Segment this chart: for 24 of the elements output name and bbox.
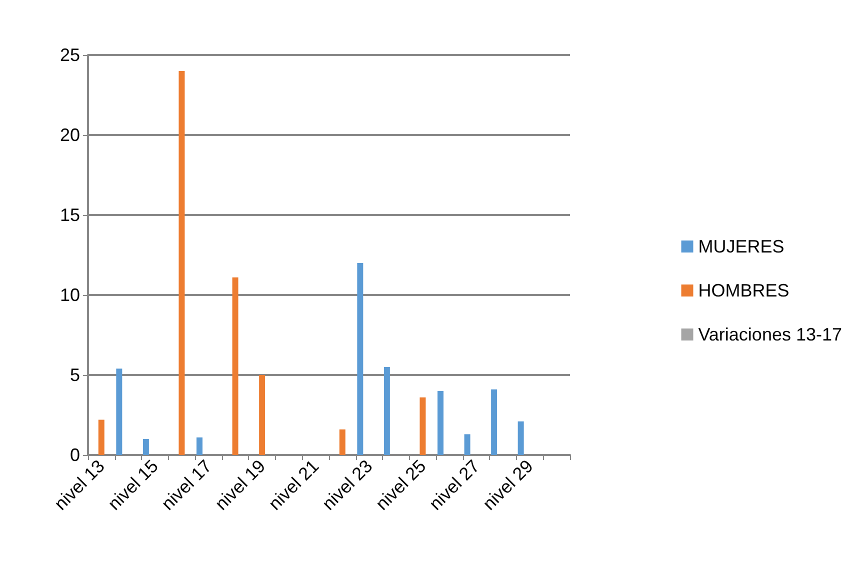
bar (438, 391, 444, 455)
bar (232, 277, 238, 455)
bar (142, 439, 149, 455)
y-tick-label: 25 (60, 45, 80, 65)
legend-label: Variaciones 13-17 (698, 324, 842, 344)
bar (116, 368, 122, 455)
y-tick-label: 20 (60, 125, 80, 145)
bar (491, 389, 498, 455)
bar (259, 375, 266, 455)
bar (98, 420, 104, 455)
bar (357, 263, 364, 455)
bar (339, 429, 346, 455)
y-tick-label: 10 (60, 285, 80, 305)
bar (464, 434, 470, 455)
legend-label: HOMBRES (698, 280, 790, 300)
bar (178, 71, 185, 455)
y-tick-label: 0 (70, 445, 80, 465)
legend-label: MUJERES (698, 236, 784, 256)
y-tick-label: 5 (70, 365, 80, 385)
bar (420, 397, 426, 455)
y-tick-label: 15 (60, 205, 80, 225)
bar (196, 437, 202, 455)
bar (518, 421, 524, 455)
bar (384, 367, 390, 455)
